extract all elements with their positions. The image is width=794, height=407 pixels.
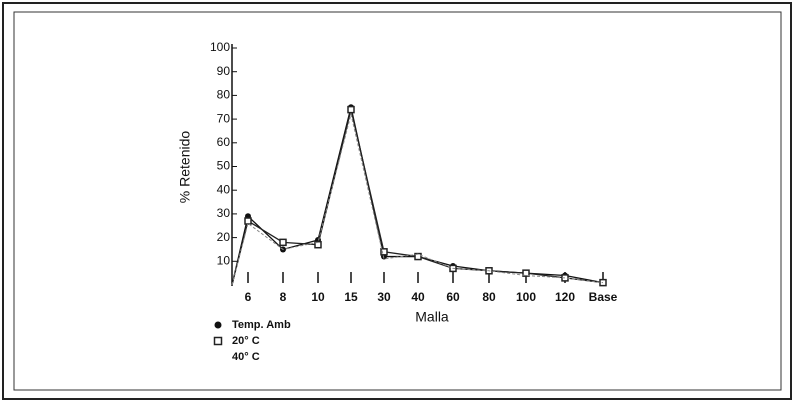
outer-frame	[2, 2, 792, 400]
x-tick-label: 80	[482, 290, 496, 304]
y-tick-label: 10	[217, 253, 231, 267]
point	[314, 240, 322, 249]
x-tick-label: 60	[446, 290, 460, 304]
legend-label: 20° C	[232, 335, 260, 347]
y-tick-label: 100	[210, 40, 230, 54]
x-tick-label: Base	[589, 290, 618, 304]
legend-marker	[214, 321, 222, 329]
x-tick-label: 15	[344, 290, 358, 304]
point	[380, 248, 388, 256]
legend-marker	[213, 336, 223, 346]
y-tick-label: 20	[217, 230, 231, 244]
series-line	[231, 114, 604, 286]
legend-label: Temp. Amb	[232, 319, 291, 331]
x-tick-label: 8	[280, 290, 287, 304]
x-tick-label: 10	[311, 290, 325, 304]
point	[522, 269, 530, 277]
x-tick-label: 30	[377, 290, 391, 304]
x-tick-label: 120	[555, 290, 575, 304]
y-tick-label: 90	[217, 64, 231, 78]
x-tick-label: 100	[516, 290, 536, 304]
x-tick-label: 6	[245, 290, 252, 304]
inner-frame	[13, 11, 782, 391]
x-tick-label: 40	[411, 290, 425, 304]
point	[244, 217, 252, 225]
point	[414, 252, 422, 261]
y-tick-label: 50	[217, 159, 231, 173]
y-tick-label: 70	[217, 111, 231, 125]
x-axis-title: Malla	[415, 309, 449, 325]
point	[279, 238, 287, 247]
y-tick-label: 30	[217, 206, 231, 220]
y-tick-label: 60	[217, 135, 231, 149]
y-axis-title: % Retenido	[177, 131, 193, 204]
y-tick-label: 40	[217, 182, 231, 196]
y-tick-label: 80	[217, 88, 231, 102]
series-line	[231, 109, 604, 286]
legend-label: 40° C	[232, 351, 260, 363]
point	[347, 105, 355, 114]
